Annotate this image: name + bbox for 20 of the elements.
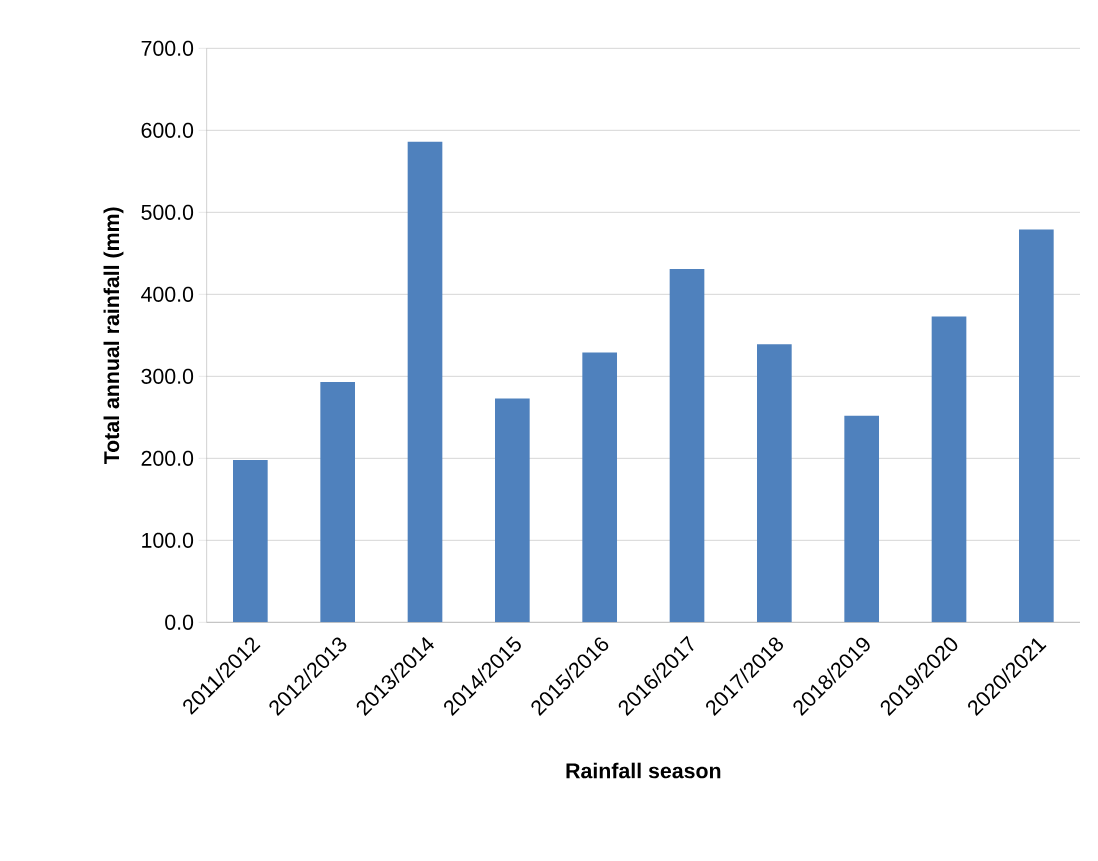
- bar: [757, 344, 792, 623]
- y-tick-label: 500.0: [141, 204, 194, 220]
- y-tick-label: 200.0: [141, 450, 194, 466]
- y-tick-label: 600.0: [141, 122, 194, 138]
- y-tick-label: 400.0: [141, 286, 194, 302]
- bar: [844, 415, 880, 623]
- bar: [1019, 229, 1054, 623]
- x-axis-title: Rainfall season: [566, 762, 721, 779]
- bar: [233, 459, 268, 623]
- bar: [407, 141, 443, 623]
- y-tick-label: 100.0: [142, 532, 194, 548]
- y-tick-label: 0.0: [165, 614, 194, 630]
- bar: [669, 268, 705, 623]
- y-axis-title: Total annual rainfall (mm): [103, 207, 124, 465]
- bar: [931, 316, 967, 623]
- bar: [582, 352, 618, 623]
- y-tick-label: 700.0: [141, 40, 194, 56]
- bar: [495, 398, 530, 623]
- y-tick-label: 300.0: [141, 368, 194, 384]
- bar: [320, 382, 356, 623]
